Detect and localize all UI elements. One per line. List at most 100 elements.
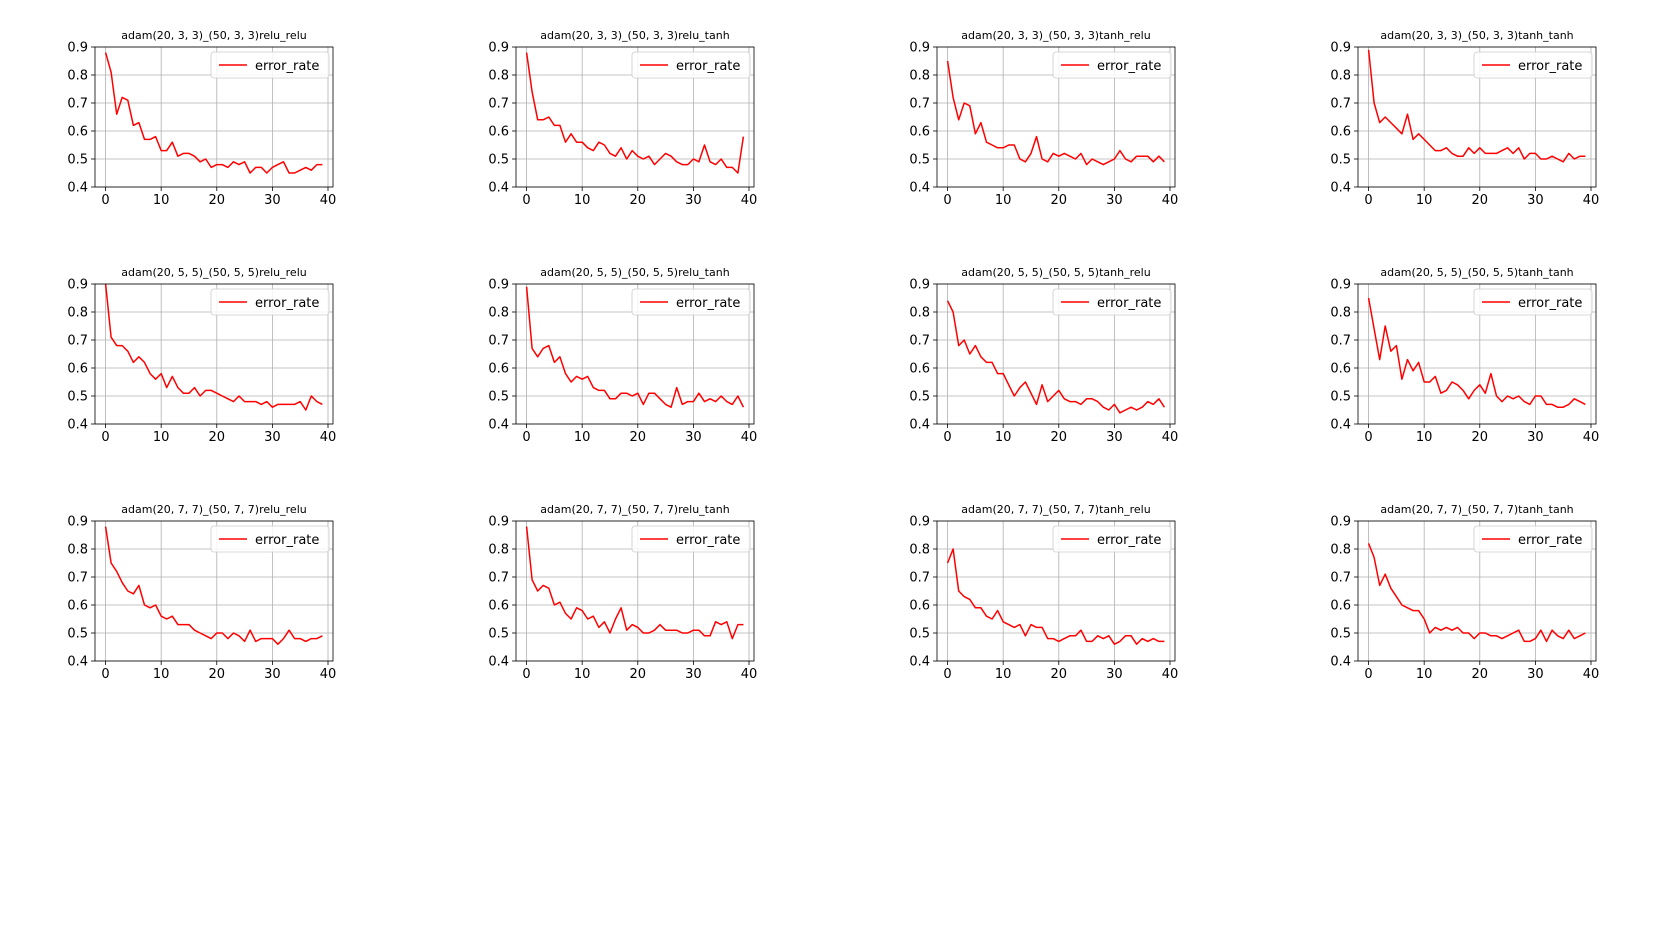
x-tick-label: 20 [1472, 667, 1489, 682]
y-tick-label: 0.8 [1330, 306, 1351, 321]
y-tick-label: 0.5 [67, 390, 88, 405]
subplot-3: 0 10 20 30 40 0.4 0.5 0.6 0.7 0.8 0.9 adam(20, 3, 3… [909, 29, 1178, 208]
x-tick-label: 0 [1364, 430, 1372, 445]
y-tick-label: 0.4 [67, 418, 88, 433]
plot-frame [936, 283, 1176, 425]
subplot-title: adam(20, 7, 7)_(50, 7, 7)tanh_tanh [1380, 503, 1573, 516]
series-line-error-rate [1367, 297, 1586, 408]
x-tick-label: 20 [1051, 667, 1068, 682]
legend: error_rate [631, 525, 751, 553]
legend-label: error_rate [676, 533, 740, 548]
legend: error_rate [1473, 525, 1593, 553]
plot-frame [936, 520, 1176, 662]
x-tick-label: 40 [1162, 193, 1179, 208]
legend: error_rate [1052, 288, 1172, 316]
series-line-error-rate [946, 60, 1165, 166]
y-tick-label: 0.7 [488, 571, 509, 586]
legend: error_rate [210, 525, 330, 553]
y-tick-label: 0.4 [909, 655, 930, 670]
legend-box [1052, 51, 1172, 79]
y-tick-label: 0.8 [909, 306, 930, 321]
legend-box [1473, 288, 1593, 316]
y-tick-label: 0.7 [909, 571, 930, 586]
y-tick-label: 0.8 [1330, 543, 1351, 558]
subplot-title: adam(20, 3, 3)_(50, 3, 3)tanh_relu [961, 29, 1150, 42]
y-tick-label: 0.5 [1330, 153, 1351, 168]
legend: error_rate [631, 288, 751, 316]
y-tick-label: 0.8 [67, 306, 88, 321]
x-tick-label: 10 [995, 430, 1012, 445]
subplot-1: 0 10 20 30 40 0.4 0.5 0.6 0.7 0.8 0.9 adam(20, 3, 3… [67, 29, 336, 208]
series-line-error-rate [104, 52, 323, 174]
y-tick-label: 0.9 [67, 278, 88, 293]
subplot-title: adam(20, 7, 7)_(50, 7, 7)tanh_relu [961, 503, 1150, 516]
y-tick-label: 0.5 [488, 390, 509, 405]
series-line-error-rate [104, 526, 323, 645]
y-tick-label: 0.4 [67, 655, 88, 670]
x-tick-label: 10 [1416, 430, 1433, 445]
legend-label: error_rate [1097, 296, 1161, 311]
subplot-title: adam(20, 7, 7)_(50, 7, 7)relu_relu [121, 503, 306, 516]
x-tick-label: 20 [209, 193, 226, 208]
x-tick-label: 40 [320, 193, 337, 208]
y-tick-label: 0.7 [909, 334, 930, 349]
x-tick-label: 30 [1527, 667, 1544, 682]
x-tick-label: 30 [1527, 430, 1544, 445]
y-tick-label: 0.6 [488, 362, 509, 377]
x-tick-label: 10 [995, 193, 1012, 208]
y-tick-label: 0.7 [67, 334, 88, 349]
y-tick-label: 0.8 [488, 306, 509, 321]
x-tick-label: 10 [153, 667, 170, 682]
y-tick-label: 0.8 [1330, 69, 1351, 84]
x-tick-label: 30 [264, 193, 281, 208]
series-line-error-rate [1367, 543, 1586, 643]
legend-label: error_rate [1097, 533, 1161, 548]
series-line-error-rate [525, 526, 744, 640]
y-tick-label: 0.7 [1330, 571, 1351, 586]
x-tick-label: 0 [943, 430, 951, 445]
x-tick-label: 20 [209, 667, 226, 682]
subplot-title: adam(20, 3, 3)_(50, 3, 3)relu_relu [121, 29, 306, 42]
x-tick-label: 10 [153, 430, 170, 445]
y-tick-label: 0.6 [488, 599, 509, 614]
plot-frame [1357, 520, 1597, 662]
x-tick-label: 10 [574, 430, 591, 445]
y-tick-label: 0.9 [909, 515, 930, 530]
legend-box [631, 288, 751, 316]
y-tick-label: 0.5 [1330, 390, 1351, 405]
legend-label: error_rate [255, 59, 319, 74]
plot-frame [515, 46, 755, 188]
legend-box [1052, 288, 1172, 316]
x-tick-label: 20 [630, 667, 647, 682]
plot-frame [1357, 283, 1597, 425]
x-tick-label: 40 [741, 667, 758, 682]
x-tick-label: 10 [1416, 667, 1433, 682]
legend-box [210, 288, 330, 316]
x-tick-label: 20 [1472, 430, 1489, 445]
legend-box [631, 525, 751, 553]
y-tick-label: 0.8 [909, 543, 930, 558]
x-tick-label: 20 [1051, 430, 1068, 445]
y-tick-label: 0.8 [488, 69, 509, 84]
y-tick-label: 0.6 [67, 362, 88, 377]
x-tick-label: 30 [1106, 667, 1123, 682]
y-tick-label: 0.4 [909, 181, 930, 196]
subplot-5: 0 10 20 30 40 0.4 0.5 0.6 0.7 0.8 0.9 adam(20, 5, 5… [67, 266, 336, 445]
x-tick-label: 40 [741, 430, 758, 445]
series-line-error-rate [946, 300, 1166, 414]
y-tick-label: 0.8 [909, 69, 930, 84]
x-tick-label: 0 [522, 430, 530, 445]
legend-box [631, 51, 751, 79]
y-tick-label: 0.7 [67, 97, 88, 112]
x-tick-label: 0 [101, 193, 109, 208]
y-tick-label: 0.5 [67, 627, 88, 642]
y-tick-label: 0.9 [1330, 515, 1351, 530]
x-tick-label: 30 [264, 430, 281, 445]
y-tick-label: 0.5 [488, 153, 509, 168]
legend: error_rate [1052, 525, 1172, 553]
y-tick-label: 0.7 [909, 97, 930, 112]
plot-frame [515, 520, 755, 662]
x-tick-label: 0 [1364, 193, 1372, 208]
x-tick-label: 20 [1051, 193, 1068, 208]
y-tick-label: 0.4 [909, 418, 930, 433]
